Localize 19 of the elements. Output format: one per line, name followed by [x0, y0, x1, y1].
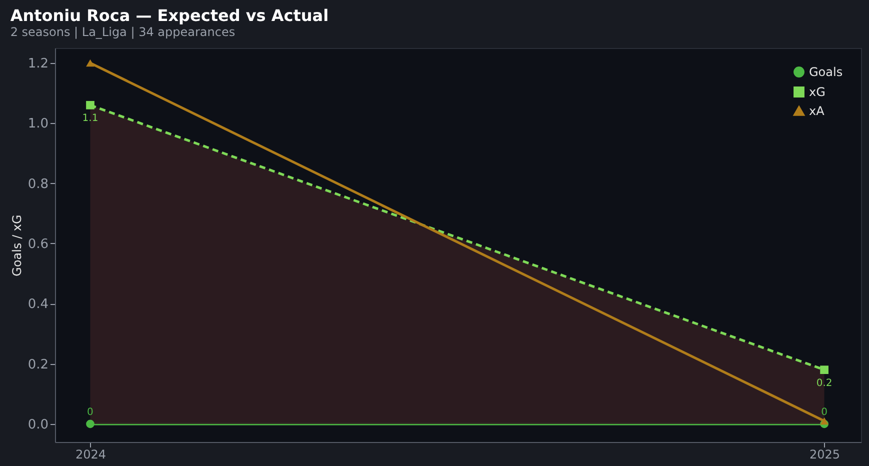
x-tick-label: 2025: [810, 448, 840, 462]
chart-subtitle: 2 seasons | La_Liga | 34 appearances: [10, 25, 236, 39]
data-label: 0: [821, 406, 828, 418]
data-label: 0: [87, 406, 94, 418]
y-tick-label: 1.2: [28, 56, 48, 72]
legend-label: xA: [809, 104, 826, 118]
y-tick-label: 0.2: [28, 357, 48, 372]
x-tick-label: 2024: [75, 448, 106, 462]
legend-label: xG: [809, 85, 826, 99]
y-tick-label: 1.0: [28, 116, 48, 132]
y-tick-label: 0.0: [28, 417, 48, 432]
data-label: 0.2: [816, 378, 832, 389]
data-label: 1.1: [82, 113, 98, 124]
y-tick-label: 0.8: [28, 176, 48, 192]
y-axis-title: Goals / xG: [10, 214, 24, 276]
legend-label: Goals: [809, 65, 843, 79]
chart-title: Antoniu Roca — Expected vs Actual: [10, 6, 329, 25]
y-tick-label: 0.6: [28, 236, 48, 252]
y-tick-label: 0.4: [28, 297, 48, 312]
